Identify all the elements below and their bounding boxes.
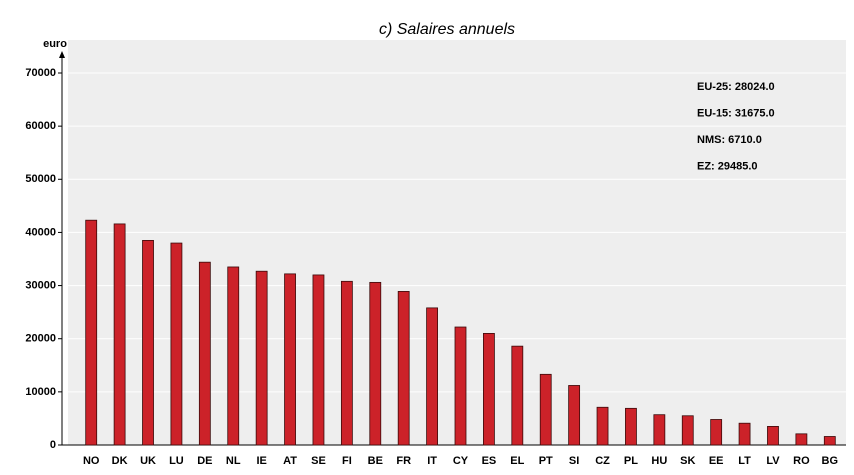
x-tick-label: CZ xyxy=(595,455,610,467)
bar xyxy=(454,326,467,446)
bar xyxy=(596,406,609,446)
bar xyxy=(170,242,183,446)
bar xyxy=(142,239,154,446)
x-tick-label: LU xyxy=(169,455,184,467)
bar xyxy=(653,414,666,446)
x-tick-label: EE xyxy=(709,455,724,467)
x-tick-label: PL xyxy=(624,455,638,467)
y-tick-label: 30000 xyxy=(25,279,56,291)
bar xyxy=(284,273,296,446)
x-tick-label: BG xyxy=(822,455,839,467)
x-tick-label: UK xyxy=(140,455,156,467)
x-tick-label: SI xyxy=(569,455,579,467)
bar xyxy=(738,422,751,446)
bar xyxy=(767,425,779,446)
x-tick-label: FI xyxy=(342,455,352,467)
annotation: EU-25: 28024.0 xyxy=(697,81,775,93)
x-tick-label: PT xyxy=(539,455,553,467)
y-axis-label: euro xyxy=(43,38,67,50)
x-tick-label: ES xyxy=(482,455,497,467)
x-tick-label: DK xyxy=(112,455,128,467)
y-tick-label: 60000 xyxy=(25,120,56,132)
chart-title: c) Salaires annuels xyxy=(379,21,515,38)
bar xyxy=(340,280,353,446)
bar xyxy=(568,385,581,446)
y-tick-label: 40000 xyxy=(25,226,56,238)
y-tick-label: 70000 xyxy=(25,67,56,79)
x-tick-label: CY xyxy=(453,455,469,467)
bar xyxy=(312,274,325,446)
y-tick-label: 10000 xyxy=(25,386,56,398)
bar xyxy=(255,270,268,446)
x-tick-label: IT xyxy=(427,455,437,467)
y-tick-label: 50000 xyxy=(25,173,56,185)
bar xyxy=(511,345,524,446)
bar xyxy=(681,415,694,446)
x-tick-label: FR xyxy=(396,455,411,467)
bar xyxy=(483,332,495,446)
x-tick-label: NO xyxy=(83,455,100,467)
annotation: EU-15: 31675.0 xyxy=(697,107,775,119)
bar xyxy=(198,261,211,446)
x-tick-label: SE xyxy=(311,455,326,467)
x-tick-label: IE xyxy=(256,455,266,467)
x-tick-label: AT xyxy=(283,455,297,467)
x-tick-label: DE xyxy=(197,455,212,467)
x-tick-label: NL xyxy=(226,455,241,467)
bar xyxy=(426,307,438,446)
x-tick-label: HU xyxy=(651,455,667,467)
bar xyxy=(710,419,723,446)
bar xyxy=(85,219,98,446)
y-tick-label: 20000 xyxy=(25,333,56,345)
bar xyxy=(369,281,382,446)
x-tick-label: EL xyxy=(510,455,524,467)
bar xyxy=(795,433,808,446)
bar xyxy=(397,291,410,446)
bar xyxy=(539,373,552,446)
x-tick-label: RO xyxy=(793,455,810,467)
x-tick-label: SK xyxy=(680,455,695,467)
bar xyxy=(823,436,836,446)
x-tick-label: LV xyxy=(766,455,780,467)
annotation: EZ: 29485.0 xyxy=(697,160,758,172)
y-tick-label: 0 xyxy=(50,439,56,451)
annotation: NMS: 6710.0 xyxy=(697,134,762,146)
bar xyxy=(227,266,240,446)
x-tick-label: BE xyxy=(368,455,383,467)
bar xyxy=(625,407,637,446)
bar xyxy=(113,223,126,446)
axis-arrow xyxy=(59,51,65,58)
x-tick-label: LT xyxy=(738,455,751,467)
